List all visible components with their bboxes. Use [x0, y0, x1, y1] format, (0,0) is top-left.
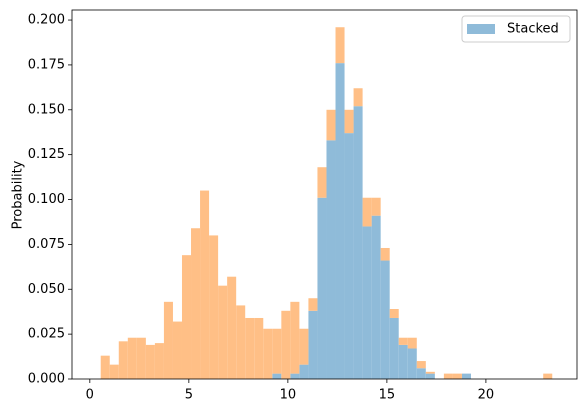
bar	[145, 344, 155, 379]
bar	[308, 298, 318, 311]
bar	[407, 348, 417, 379]
y-tick-label: 0.200	[28, 13, 65, 28]
y-tick-label: 0.000	[28, 372, 65, 387]
bar	[362, 226, 372, 379]
bar	[308, 310, 318, 379]
bar	[236, 305, 246, 379]
bar	[380, 260, 390, 379]
y-tick-label: 0.125	[28, 147, 65, 162]
bar	[181, 255, 192, 379]
bar	[317, 167, 327, 198]
bar	[371, 197, 381, 216]
bar	[281, 310, 291, 379]
bar	[353, 106, 363, 380]
bar	[416, 361, 426, 369]
x-tick-label: 10	[280, 388, 297, 403]
bar	[245, 317, 255, 379]
bar	[344, 133, 354, 379]
bar	[398, 344, 408, 379]
bar	[136, 337, 146, 379]
bar	[109, 364, 119, 379]
bar	[326, 140, 336, 379]
y-axis-label: Probability	[11, 160, 26, 229]
y-tick-label: 0.025	[28, 327, 65, 342]
bar	[290, 373, 300, 379]
y-tick-label: 0.050	[28, 282, 65, 297]
bar	[218, 285, 228, 379]
bar	[425, 371, 435, 374]
bar	[398, 337, 408, 345]
x-tick-label: 20	[478, 388, 495, 403]
bar	[172, 321, 182, 379]
bar	[163, 301, 173, 379]
bar	[227, 276, 237, 379]
axes-frame	[71, 9, 578, 380]
legend-swatch	[467, 24, 495, 34]
bar	[299, 328, 309, 365]
x-tick-label: 15	[379, 388, 396, 403]
bar	[335, 27, 345, 64]
bar	[416, 368, 426, 379]
y-tick-label: 0.175	[28, 57, 65, 72]
y-tick-label: 0.075	[28, 237, 65, 252]
bar	[317, 197, 327, 379]
y-tick-label: 0.100	[28, 192, 65, 207]
bar	[362, 197, 372, 227]
bar	[380, 247, 390, 261]
bar	[191, 228, 201, 379]
bar	[100, 355, 110, 379]
legend-label: Stacked	[507, 22, 559, 37]
bar	[389, 309, 399, 318]
bar	[154, 343, 164, 379]
bar	[127, 337, 137, 379]
bar	[254, 317, 264, 379]
bar	[407, 337, 417, 349]
y-tick-label: 0.150	[28, 102, 65, 117]
bar	[452, 373, 462, 379]
bar	[335, 63, 345, 379]
bar	[443, 373, 453, 379]
bar	[299, 364, 309, 379]
legend-box	[461, 15, 571, 43]
bar	[272, 328, 282, 374]
x-tick-label: 5	[185, 388, 193, 403]
bar	[200, 190, 210, 379]
bar	[425, 373, 435, 379]
bar	[389, 317, 399, 379]
bar	[272, 373, 282, 379]
x-tick-label: 0	[86, 388, 94, 403]
bar	[290, 301, 300, 374]
bar	[326, 109, 336, 141]
bar	[353, 88, 363, 107]
bar	[344, 109, 354, 134]
bar	[543, 373, 553, 379]
bar	[209, 235, 219, 379]
bar	[118, 341, 128, 379]
bar	[371, 215, 381, 379]
bar	[461, 373, 471, 379]
bar	[263, 328, 273, 379]
